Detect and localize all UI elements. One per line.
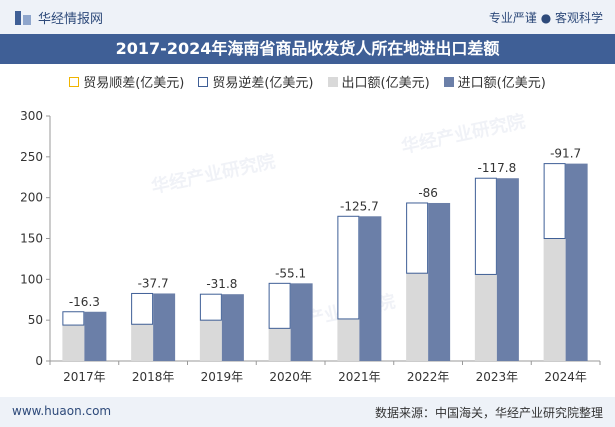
x-tick-label: 2024年 bbox=[544, 370, 587, 384]
export-bar bbox=[62, 325, 85, 361]
export-bar bbox=[131, 324, 154, 361]
x-tick-label: 2020年 bbox=[269, 370, 312, 384]
legend-swatch-deficit bbox=[198, 76, 209, 87]
import-bar bbox=[221, 294, 244, 361]
bar-chart: 0 50 100 150 200 250 300 -16.3 2017年 -37.7 2018年 -3… bbox=[20, 109, 601, 384]
y-tick-label: 250 bbox=[20, 150, 43, 164]
import-bar bbox=[428, 202, 451, 361]
data-label: -37.7 bbox=[138, 276, 169, 290]
brand-logo-icon bbox=[15, 10, 31, 25]
y-tick-label: 150 bbox=[20, 232, 43, 246]
brand[interactable]: 华经情报网 bbox=[14, 8, 103, 27]
legend-label-deficit: 贸易逆差(亿美元) bbox=[212, 76, 314, 91]
data-source: 数据来源：中国海关，华经产业研究院整理 bbox=[374, 406, 603, 420]
export-bar bbox=[199, 320, 222, 361]
data-label: -55.1 bbox=[275, 266, 306, 280]
y-tick-label: 300 bbox=[20, 109, 43, 123]
import-bar bbox=[153, 293, 176, 361]
legend-item-surplus: 贸易顺差(亿美元) bbox=[69, 72, 184, 91]
legend-item-deficit: 贸易逆差(亿美元) bbox=[198, 72, 314, 91]
legend: 贸易顺差(亿美元) 贸易逆差(亿美元) 出口额(亿美元) 进口额(亿美元) bbox=[0, 72, 615, 91]
deficit-bar bbox=[543, 163, 566, 240]
x-tick-label: 2017年 bbox=[63, 370, 106, 384]
y-tick-label: 100 bbox=[20, 272, 43, 286]
deficit-bar bbox=[337, 215, 360, 320]
site-url[interactable]: www.huaon.com bbox=[12, 404, 112, 418]
data-label: -117.8 bbox=[478, 161, 517, 175]
brand-name: 华经情报网 bbox=[38, 12, 104, 27]
y-tick-label: 50 bbox=[28, 313, 43, 327]
deficit-bar bbox=[474, 177, 497, 275]
import-bar bbox=[290, 283, 313, 361]
legend-item-import: 进口额(亿美元) bbox=[443, 72, 546, 91]
x-tick-label: 2018年 bbox=[132, 370, 175, 384]
export-bar bbox=[268, 328, 291, 361]
legend-swatch-export bbox=[327, 76, 338, 87]
data-label: -31.8 bbox=[206, 277, 237, 291]
data-label: -91.7 bbox=[550, 147, 581, 161]
deficit-bar bbox=[268, 282, 291, 329]
data-label: -86 bbox=[418, 186, 438, 200]
export-bar bbox=[337, 318, 360, 361]
import-bar bbox=[84, 311, 107, 361]
legend-label-export: 出口额(亿美元) bbox=[341, 76, 430, 91]
export-bar bbox=[474, 274, 497, 361]
import-bar bbox=[359, 216, 382, 361]
legend-swatch-surplus bbox=[69, 76, 80, 87]
import-bar bbox=[496, 178, 519, 361]
deficit-bar bbox=[199, 293, 222, 321]
x-tick-label: 2021年 bbox=[338, 370, 381, 384]
y-tick-label: 200 bbox=[20, 191, 43, 205]
top-bar: 华经情报网 专业严谨 ● 客观科学 bbox=[0, 0, 615, 34]
legend-item-export: 出口额(亿美元) bbox=[327, 72, 430, 91]
data-label: -16.3 bbox=[69, 295, 100, 309]
y-tick-label: 0 bbox=[35, 354, 43, 368]
tagline: 专业严谨 ● 客观科学 bbox=[488, 11, 603, 25]
legend-swatch-import bbox=[443, 76, 454, 87]
deficit-bar bbox=[406, 202, 429, 274]
data-label: -125.7 bbox=[340, 199, 379, 213]
deficit-bar bbox=[131, 292, 154, 325]
export-bar bbox=[543, 238, 566, 361]
legend-label-surplus: 贸易顺差(亿美元) bbox=[83, 76, 185, 91]
deficit-bar bbox=[62, 311, 85, 326]
chart-title: 2017-2024年海南省商品收发货人所在地进出口差额 bbox=[0, 34, 615, 64]
x-tick-label: 2019年 bbox=[201, 370, 244, 384]
legend-label-import: 进口额(亿美元) bbox=[457, 76, 546, 91]
import-bar bbox=[565, 163, 588, 361]
export-bar bbox=[406, 273, 429, 361]
footer: www.huaon.com 数据来源：中国海关，华经产业研究院整理 bbox=[0, 397, 615, 427]
x-tick-label: 2022年 bbox=[407, 370, 450, 384]
x-tick-label: 2023年 bbox=[476, 370, 519, 384]
